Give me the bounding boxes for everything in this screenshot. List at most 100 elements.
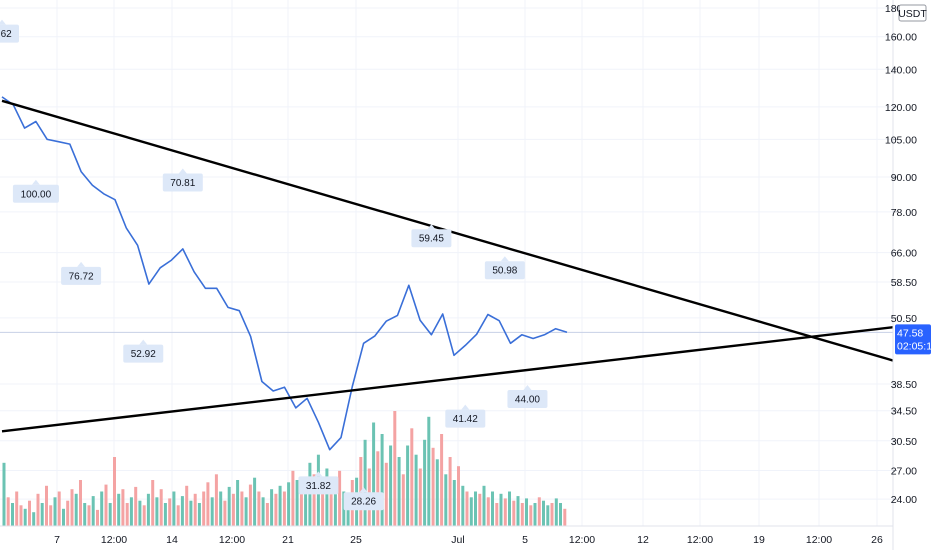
volume-bar xyxy=(96,509,99,526)
volume-bar xyxy=(197,503,201,526)
price-callout: 44.00 xyxy=(507,384,548,408)
trendline-2 xyxy=(1,321,932,433)
volume-bar xyxy=(482,485,486,527)
volume-bar xyxy=(448,457,452,526)
price-callout: 70.81 xyxy=(162,168,203,192)
currency-label: USDT xyxy=(898,8,927,20)
volume-bar xyxy=(333,485,337,527)
volume-bar xyxy=(257,491,261,526)
volume-bar xyxy=(516,496,520,526)
volume-bar xyxy=(244,497,248,527)
volume-bar xyxy=(427,416,431,527)
price-callout: 6.62 xyxy=(0,19,19,43)
current-price-tag-box xyxy=(895,324,931,355)
callout-label: 59.45 xyxy=(419,234,444,245)
callout-label: 100.00 xyxy=(21,189,52,200)
volume-bar xyxy=(223,500,227,526)
callout-pointer xyxy=(0,19,6,25)
volume-bar xyxy=(15,491,19,526)
x-tick-label: 12:00 xyxy=(101,534,127,546)
volume-bar xyxy=(87,505,91,526)
volume-bar xyxy=(406,445,410,526)
volume-bar xyxy=(291,470,295,526)
volume-bar xyxy=(495,503,499,526)
volume-bar xyxy=(372,422,376,526)
callout-box xyxy=(507,389,548,408)
volume-bar xyxy=(533,503,537,526)
x-tick-label: 19 xyxy=(753,534,765,546)
y-tick-label: 90.00 xyxy=(891,172,917,184)
volume-bar xyxy=(376,451,380,527)
volume-bar xyxy=(159,489,163,526)
volume-bar xyxy=(270,489,274,526)
volume-bar xyxy=(499,493,503,526)
volume-bar xyxy=(108,503,112,526)
callout-box xyxy=(12,184,59,203)
volume-bar xyxy=(155,497,159,527)
volume-bar xyxy=(214,474,218,527)
volume-bar xyxy=(193,493,197,526)
volume-bar xyxy=(410,428,414,527)
price-callout: 41.42 xyxy=(445,404,486,428)
volume-bar xyxy=(185,485,189,527)
volume-bar xyxy=(19,505,23,526)
volume-bar xyxy=(478,493,482,526)
callout-pointer xyxy=(359,487,368,493)
volume-bar xyxy=(265,503,269,526)
callout-box xyxy=(343,492,384,511)
volume-bar xyxy=(512,500,516,526)
callout-box xyxy=(411,229,452,248)
volume-bar xyxy=(236,480,240,526)
volume-bar xyxy=(248,484,252,526)
volume-bar xyxy=(461,485,465,527)
volume-bar xyxy=(295,480,299,526)
x-tick-label: 12:00 xyxy=(219,534,245,546)
callout-pointer xyxy=(139,339,148,345)
price-callout: 100.00 xyxy=(12,179,59,203)
volume-bar xyxy=(100,491,104,526)
volume-bar xyxy=(168,498,172,526)
volume-bar xyxy=(40,503,44,526)
volume-bar xyxy=(172,491,176,526)
current-price-countdown: 02:05:15 xyxy=(897,340,932,352)
trendline-1 xyxy=(1,99,932,374)
volume-bar xyxy=(491,491,494,526)
volume-bar xyxy=(231,493,235,526)
volume-bar xyxy=(393,411,397,526)
volume-bar xyxy=(70,489,74,526)
y-axis-area xyxy=(893,0,932,550)
y-tick-label: 34.50 xyxy=(891,406,917,418)
volume-bar xyxy=(440,434,444,526)
volume-bar xyxy=(431,447,435,526)
volume-bar xyxy=(32,512,36,526)
callout-label: 70.81 xyxy=(170,178,195,189)
x-tick-label: 7 xyxy=(54,534,60,546)
volume-bars xyxy=(2,411,567,527)
volume-bar xyxy=(163,503,167,526)
x-tick-label: 26 xyxy=(871,534,883,546)
price-callout: 50.98 xyxy=(484,256,525,280)
volume-bar xyxy=(104,484,108,526)
y-tick-label: 160.00 xyxy=(885,32,917,44)
callout-pointer xyxy=(314,471,323,477)
volume-bar xyxy=(384,462,388,527)
y-tick-label: 30.50 xyxy=(891,436,917,448)
callout-pointer xyxy=(461,404,470,410)
price-line xyxy=(1,96,568,451)
volume-bar xyxy=(550,503,554,526)
grid-lines xyxy=(0,0,893,526)
callout-label: 44.00 xyxy=(515,394,540,405)
volume-bar xyxy=(503,498,507,526)
volume-bar xyxy=(91,496,95,526)
x-tick-label: 12:00 xyxy=(687,534,713,546)
volume-bar xyxy=(346,497,350,527)
price-callout: 76.72 xyxy=(61,261,102,285)
volume-bar xyxy=(423,439,427,527)
volume-bar xyxy=(542,500,545,526)
volume-bar xyxy=(397,457,401,526)
volume-bar xyxy=(389,445,393,526)
volume-bar xyxy=(465,491,469,526)
y-tick-label: 38.50 xyxy=(891,379,917,391)
